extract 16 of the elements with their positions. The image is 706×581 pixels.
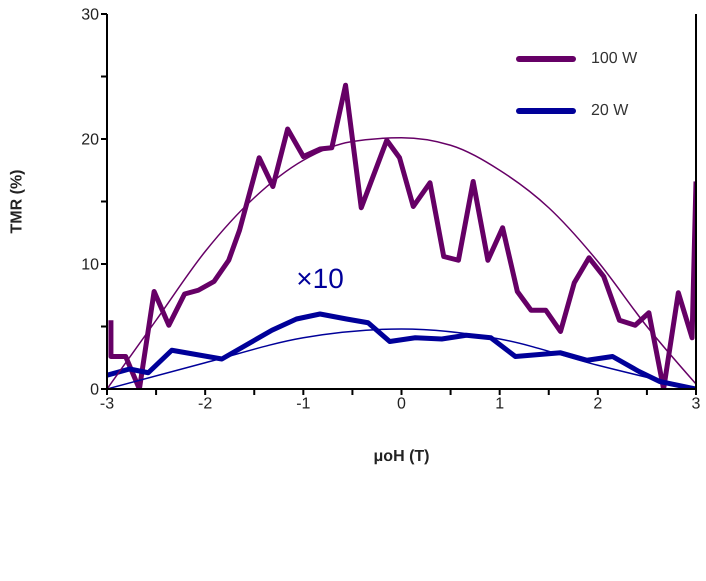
x-tick-label: -3: [100, 395, 114, 412]
x-tick-label: 3: [692, 395, 701, 412]
x-tick-label: -1: [296, 395, 311, 412]
legend-label: 100 W: [591, 50, 638, 68]
x-tick-label: 2: [593, 395, 602, 412]
x-tick-label: 1: [495, 395, 504, 412]
annotation: ×10: [296, 263, 344, 294]
x-tick-label: -2: [198, 395, 212, 412]
y-axis-title: TMR (%): [8, 170, 26, 234]
y-tick-label: 20: [81, 132, 100, 149]
x-axis-title: μoH (T): [374, 448, 430, 465]
x-tick-label: 0: [397, 395, 406, 412]
y-tick-label: 10: [81, 256, 100, 274]
y-tick-label: 0: [90, 382, 100, 399]
legend-label: 20 W: [591, 102, 628, 120]
y-tick-label: 30: [81, 6, 100, 24]
